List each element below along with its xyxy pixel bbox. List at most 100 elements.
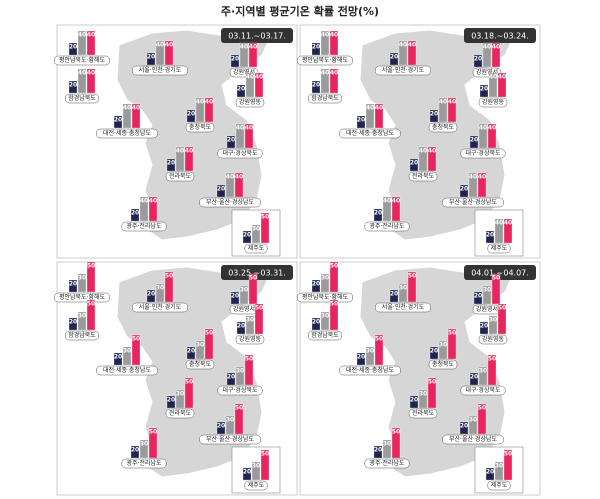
bar bbox=[130, 445, 140, 459]
region-label: 서울·인천·경기도 bbox=[382, 303, 425, 311]
bar bbox=[409, 395, 419, 409]
region-label: 대구·경상북도 bbox=[465, 149, 501, 157]
bar-value: 40 bbox=[375, 105, 383, 112]
bar-value: 20 bbox=[69, 82, 77, 89]
bar bbox=[130, 208, 140, 222]
bar-value: 40 bbox=[478, 174, 486, 181]
bar-value: 40 bbox=[428, 148, 436, 155]
bar bbox=[485, 230, 495, 244]
bar-value: 50 bbox=[185, 379, 193, 386]
region-label: 대구·경상북도 bbox=[222, 149, 258, 157]
region-label: 충청북도 bbox=[189, 123, 212, 131]
bar-value: 50 bbox=[149, 429, 157, 436]
region-label: 강원영동 bbox=[239, 335, 262, 343]
bar-value: 20 bbox=[410, 160, 418, 167]
bar bbox=[374, 103, 384, 129]
bar-value: 40 bbox=[366, 105, 374, 112]
bar-value: 20 bbox=[69, 319, 77, 326]
bar-value: 20 bbox=[69, 44, 77, 51]
bar bbox=[68, 42, 78, 56]
bar bbox=[473, 291, 483, 305]
bar-value: 50 bbox=[408, 273, 416, 280]
bar-value: 50 bbox=[488, 356, 496, 363]
bar bbox=[131, 334, 141, 366]
bar bbox=[86, 30, 96, 56]
bar-value: 50 bbox=[205, 330, 213, 337]
region-label-box bbox=[442, 197, 504, 208]
bar-value: 20 bbox=[69, 281, 77, 288]
region-label: 부산·울산·경상남도 bbox=[449, 435, 497, 443]
bar bbox=[482, 285, 492, 305]
region-label-box bbox=[364, 458, 410, 469]
bar-value: 50 bbox=[330, 263, 338, 270]
bar-value: 40 bbox=[408, 42, 416, 49]
bar-value: 40 bbox=[255, 74, 263, 81]
bar bbox=[254, 72, 264, 98]
bar bbox=[491, 42, 501, 68]
bar-value: 40 bbox=[245, 125, 253, 132]
region-label-box bbox=[199, 197, 261, 208]
region-label: 강원영동 bbox=[482, 335, 505, 343]
bar-value: 30 bbox=[240, 287, 248, 294]
bar bbox=[204, 97, 214, 123]
bar-value: 50 bbox=[132, 336, 140, 343]
region-label-box bbox=[460, 148, 506, 159]
bar-value: 40 bbox=[321, 70, 329, 77]
bar-value: 20 bbox=[357, 117, 365, 124]
bar bbox=[166, 395, 176, 409]
bar-value: 30 bbox=[483, 287, 491, 294]
region-label-box bbox=[244, 480, 268, 491]
region-label-box bbox=[199, 434, 261, 445]
bar-value: 20 bbox=[312, 44, 320, 51]
bar bbox=[311, 42, 321, 56]
bar-value: 20 bbox=[237, 86, 245, 93]
bar bbox=[146, 289, 156, 303]
bar bbox=[320, 68, 330, 94]
bar bbox=[373, 445, 383, 459]
bar-value: 40 bbox=[87, 32, 95, 39]
bar bbox=[166, 158, 176, 172]
region-label-box bbox=[297, 55, 353, 66]
bar bbox=[234, 172, 244, 198]
bar-value: 50 bbox=[375, 336, 383, 343]
region-label: 부산·울산·경상남도 bbox=[206, 198, 254, 206]
bar-value: 30 bbox=[140, 441, 148, 448]
region-label-box bbox=[478, 334, 508, 345]
region-label: 전라북도 bbox=[412, 172, 435, 180]
bar-value: 50 bbox=[492, 275, 500, 282]
bar bbox=[320, 30, 330, 56]
bar bbox=[329, 299, 339, 331]
region-label-box bbox=[132, 302, 188, 313]
bar-value: 40 bbox=[330, 70, 338, 77]
bar bbox=[77, 311, 87, 331]
region-label: 평안남북도·황해도 bbox=[59, 293, 106, 301]
bar-value: 40 bbox=[78, 70, 86, 77]
region-label-box bbox=[96, 128, 158, 139]
region-label: 서울·인천·경기도 bbox=[382, 66, 425, 74]
region-label: 강원영서 bbox=[476, 68, 498, 76]
bar-value: 40 bbox=[479, 125, 487, 132]
bar bbox=[131, 103, 141, 129]
bar bbox=[226, 372, 236, 386]
bar-value: 40 bbox=[87, 70, 95, 77]
bar-value: 40 bbox=[123, 105, 131, 112]
bar-value: 30 bbox=[252, 463, 260, 470]
region-label-box bbox=[235, 334, 265, 345]
region-label: 대전·세종·충청남도 bbox=[346, 366, 394, 374]
bar-value: 30 bbox=[78, 313, 86, 320]
bar bbox=[468, 415, 478, 435]
bar bbox=[429, 109, 439, 123]
bar-value: 40 bbox=[176, 148, 184, 155]
region-label-box bbox=[235, 97, 265, 108]
region-label-box bbox=[121, 458, 167, 469]
bar-value: 20 bbox=[114, 354, 122, 361]
region-label-box bbox=[460, 385, 506, 396]
bar-value: 40 bbox=[383, 198, 391, 205]
bar-value: 40 bbox=[249, 44, 257, 51]
bar-value: 40 bbox=[489, 74, 497, 81]
bar-value: 20 bbox=[474, 56, 482, 63]
bar bbox=[473, 54, 483, 68]
region-label: 대전·세종·충청남도 bbox=[346, 129, 394, 137]
bar-value: 50 bbox=[428, 379, 436, 386]
